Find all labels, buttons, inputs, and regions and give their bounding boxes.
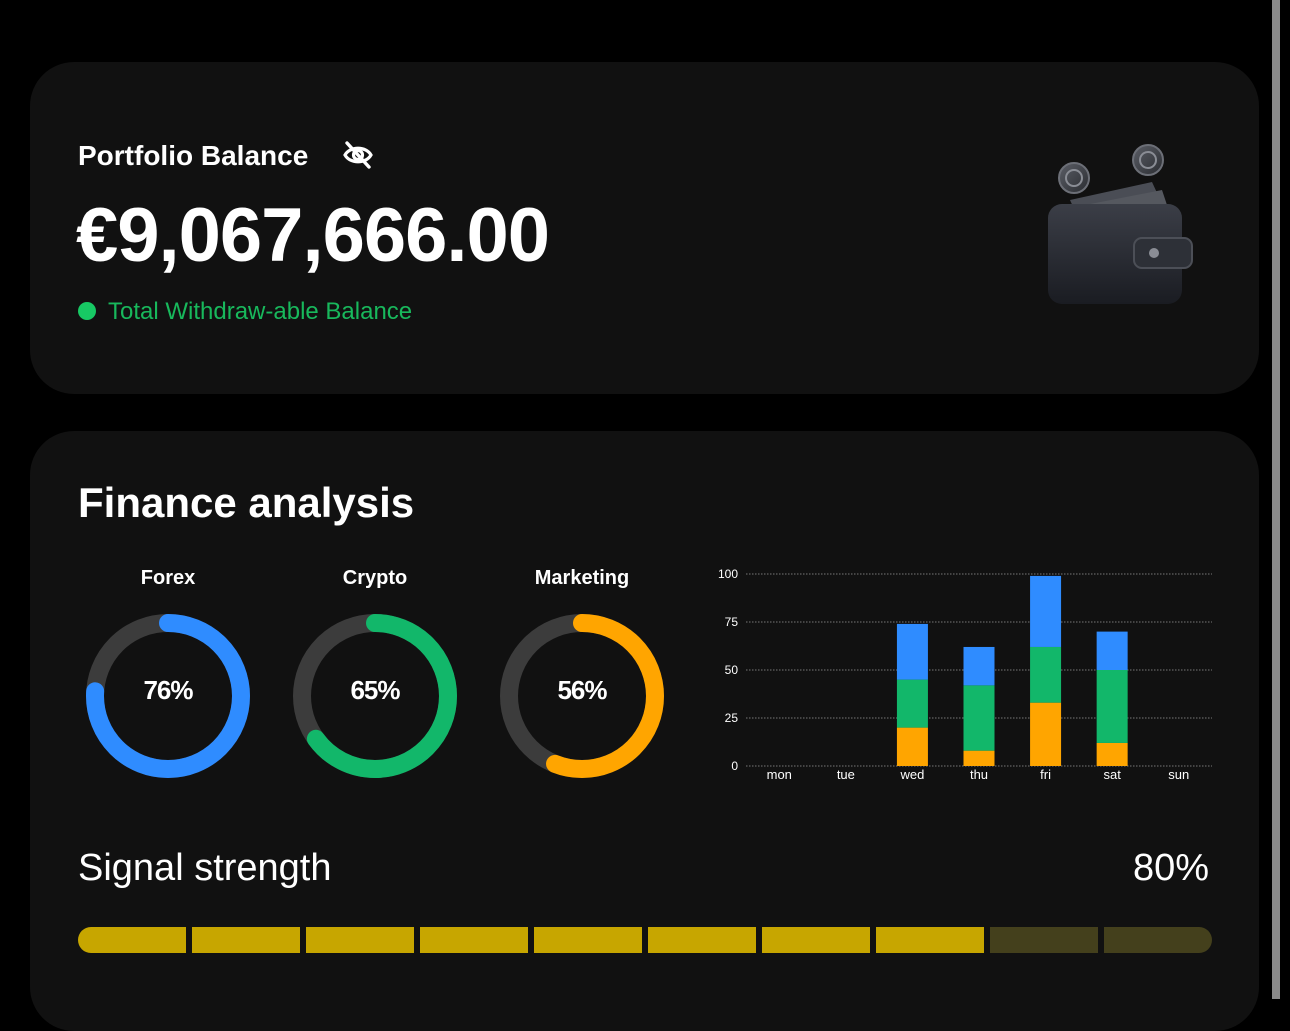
donut-label: Forex [140, 567, 196, 589]
finance-analysis-title: Finance analysis [78, 479, 415, 526]
x-tick-label: sat [1103, 767, 1121, 782]
signal-segment [990, 927, 1098, 953]
bar-segment-wed [896, 623, 928, 680]
y-tick-label: 0 [731, 759, 738, 773]
x-tick-label: mon [767, 767, 792, 782]
eye-slash-icon[interactable] [342, 140, 374, 170]
bar-segment-thu [963, 750, 995, 766]
signal-segment [762, 927, 870, 953]
x-tick-label: wed [899, 767, 924, 782]
donut-chart: 56% [497, 611, 667, 781]
donut-chart: 65% [290, 611, 460, 781]
wallet-icon [1048, 144, 1193, 304]
bar-segment-sat [1096, 742, 1128, 766]
donut-forex: Forex 76% [78, 567, 258, 781]
bar-segment-sat [1096, 631, 1128, 670]
bar-segment-thu [963, 685, 995, 751]
signal-segment [1104, 927, 1212, 953]
signal-strength-label: Signal strength [78, 847, 332, 889]
donut-percent: 76% [143, 675, 193, 705]
donut-progress-arc [500, 614, 664, 778]
withdrawable-balance-label: Total Withdraw-able Balance [108, 298, 413, 325]
donut-chart: 76% [83, 611, 253, 781]
portfolio-balance-card: Portfolio Balance €9,067,666.00 Total Wi… [30, 62, 1259, 394]
status-dot [78, 302, 96, 320]
y-tick-label: 50 [725, 663, 739, 677]
portfolio-balance-title: Portfolio Balance [78, 140, 309, 171]
donut-progress-arc [86, 614, 250, 778]
bar-segment-fri [1030, 702, 1062, 766]
donut-label: Marketing [534, 567, 630, 589]
page-scrollbar[interactable] [1272, 0, 1280, 999]
finance-analysis-card: Finance analysis Forex 76% Crypto 65% Ma… [30, 431, 1259, 1031]
signal-strength-value: 80% [1132, 847, 1209, 889]
signal-segment [78, 927, 186, 953]
signal-segment [876, 927, 984, 953]
donut-progress-arc [293, 614, 457, 778]
bar-segment-wed [896, 679, 928, 728]
y-tick-label: 100 [718, 567, 738, 581]
signal-strength-bar [78, 927, 1212, 953]
weekly-bar-chart: 0 25 50 75 100 mon tue wed thu fri sat sun [718, 567, 1212, 782]
y-tick-label: 75 [725, 615, 739, 629]
signal-segment [192, 927, 300, 953]
x-tick-label: sun [1168, 767, 1189, 782]
signal-segment [648, 927, 756, 953]
x-tick-label: fri [1040, 767, 1051, 782]
bar-segment-sat [1096, 670, 1128, 743]
donut-label: Crypto [342, 567, 408, 589]
signal-segment [306, 927, 414, 953]
x-tick-label: tue [837, 767, 855, 782]
balance-amount: €9,067,666.00 [76, 193, 550, 278]
signal-segment [420, 927, 528, 953]
donut-crypto: Crypto 65% [285, 567, 465, 781]
signal-segment [534, 927, 642, 953]
donut-percent: 65% [350, 675, 400, 705]
y-tick-label: 25 [725, 711, 739, 725]
bar-segment-fri [1030, 646, 1062, 703]
x-tick-label: thu [970, 767, 988, 782]
donut-percent: 56% [557, 675, 607, 705]
donut-marketing: Marketing 56% [492, 567, 672, 781]
bar-segment-wed [896, 727, 928, 766]
bar-segment-fri [1030, 575, 1062, 647]
bar-segment-thu [963, 646, 995, 686]
